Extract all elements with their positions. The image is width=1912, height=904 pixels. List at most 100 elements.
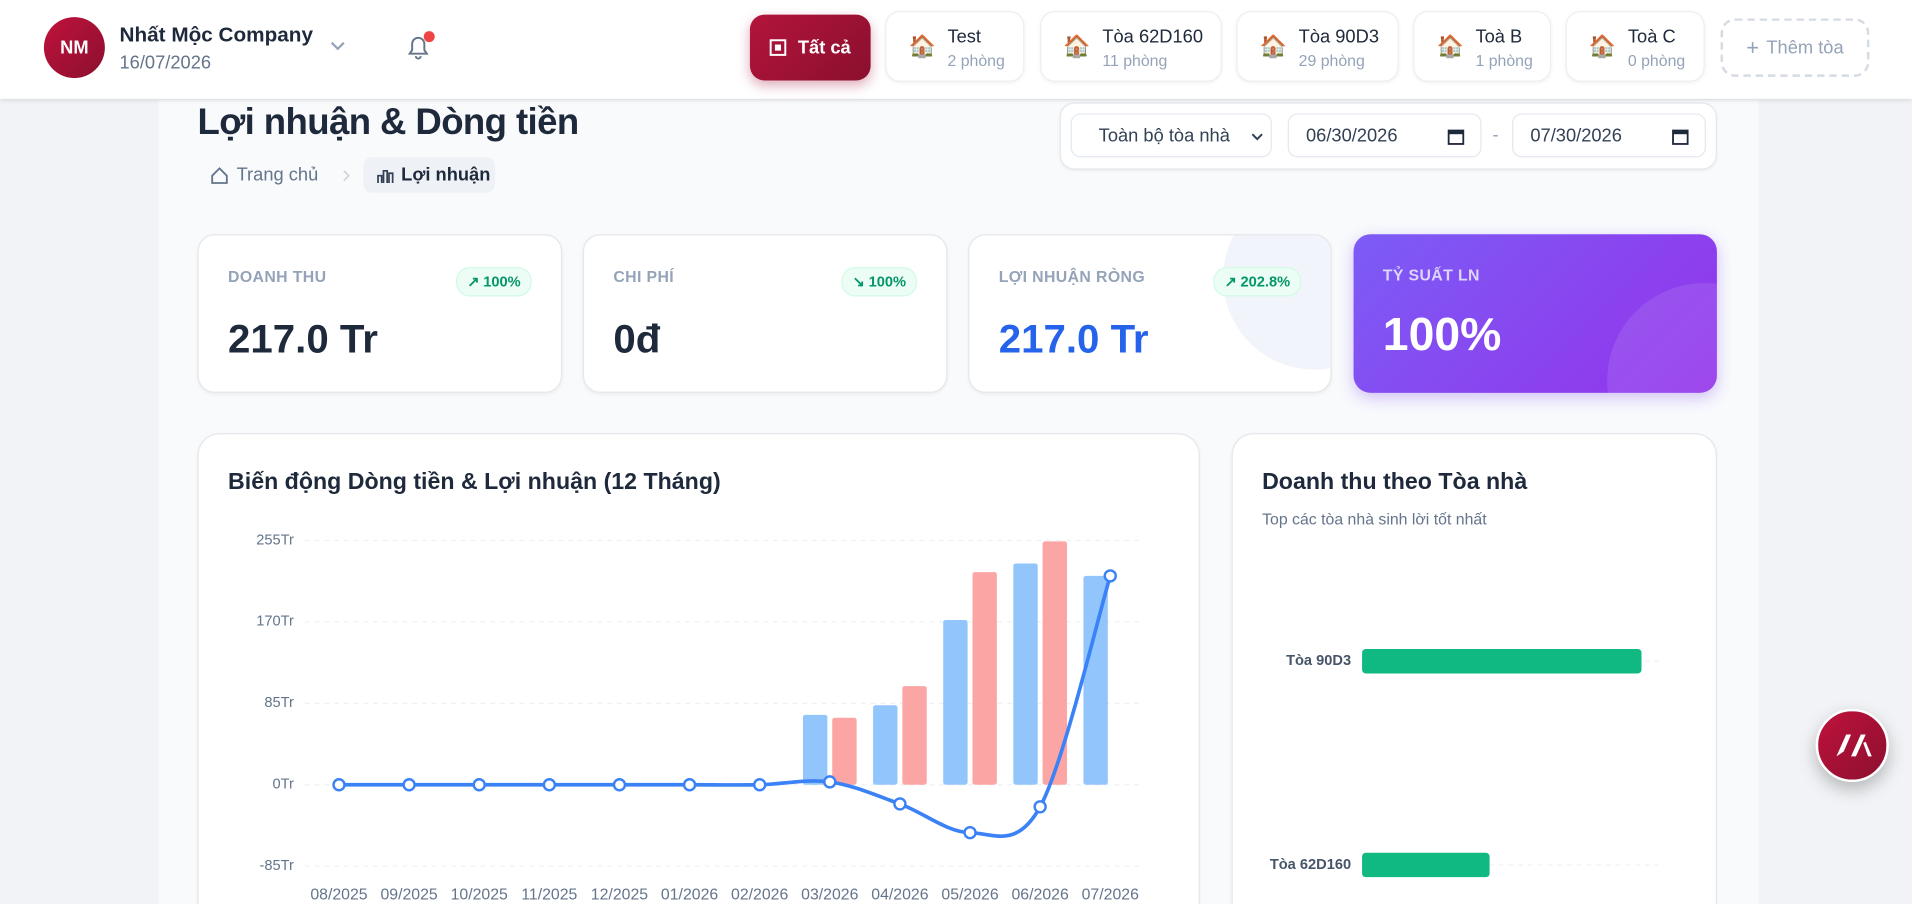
notification-bell[interactable] (402, 31, 436, 65)
tab-label: Test (947, 26, 982, 48)
y-tick-label: -85Tr (259, 858, 294, 874)
home-icon (211, 167, 228, 184)
tab-building[interactable]: 🏠 Tòa 62D160 11 phòng (1040, 10, 1222, 82)
tab-all[interactable]: Tất cả (749, 14, 871, 81)
bar (832, 717, 857, 785)
tab-rooms: 29 phòng (1298, 51, 1365, 70)
tab-label: Tòa 62D160 (1102, 26, 1204, 48)
x-tick-label: 02/2026 (731, 887, 788, 904)
line-point (963, 825, 977, 840)
y-tick-label: 85Tr (264, 695, 294, 711)
x-tick-label: 10/2025 (451, 887, 508, 904)
bar (972, 572, 997, 785)
tab-label: Tòa 90D3 (1298, 26, 1379, 48)
select-chevron (1251, 133, 1263, 141)
stat-value: 100% (1382, 309, 1502, 362)
badge-value: 100% (868, 273, 907, 291)
current-date: 16/07/2026 (119, 52, 212, 74)
breadcrumb-separator (343, 170, 350, 182)
line-point (893, 797, 907, 811)
line-point (472, 778, 486, 792)
stat-badge: ↘ 100% (841, 267, 917, 297)
avatar[interactable]: NM (43, 17, 105, 79)
house-icon: 🏠 (1436, 34, 1464, 59)
date-from[interactable]: 06/30/2026 (1287, 113, 1482, 158)
bar (1362, 649, 1642, 674)
company-name[interactable]: Nhất Mộc Company (119, 23, 314, 47)
stat-badge: ↗ 202.8% (1213, 267, 1302, 297)
breadcrumb-label: Lợi nhuận (401, 164, 491, 186)
add-building[interactable]: + Thêm tòa (1720, 18, 1870, 77)
tab-label: Toà C (1627, 26, 1676, 48)
stat-card: CHI PHÍ ↘ 100% 0đ (582, 234, 948, 393)
badge-value: 202.8% (1240, 273, 1291, 291)
line-point (402, 778, 416, 792)
stat-badge: ↗ 100% (456, 267, 532, 297)
line-point (1033, 800, 1047, 814)
x-tick-label: 01/2026 (661, 887, 718, 904)
company-dropdown[interactable] (328, 38, 348, 55)
trend-icon: ↘ (852, 273, 865, 291)
tab-rooms: 2 phòng (947, 51, 1005, 70)
stat-card: LỢI NHUẬN RÒNG ↗ 202.8% 217.0 Tr (968, 234, 1332, 393)
header: NM Nhất Mộc Company 16/07/2026 Tất cả 🏠 T… (0, 0, 1912, 99)
bar (873, 705, 898, 785)
stat-label: DOANH THU (228, 267, 327, 286)
x-tick-label: 07/2026 (1082, 887, 1139, 904)
select-value: Toàn bộ tòa nhà (1098, 125, 1230, 146)
house-icon: 🏠 (1063, 34, 1091, 59)
ai-assistant-button[interactable] (1815, 708, 1889, 783)
line-point (612, 778, 627, 792)
tab-rooms: 1 phòng (1475, 51, 1533, 70)
category-label: Tòa 62D160 (1270, 857, 1351, 873)
tab-building[interactable]: 🏠 Toà C 0 phòng (1565, 10, 1705, 82)
x-tick-label: 03/2026 (801, 887, 858, 904)
badge-value: 100% (483, 273, 521, 291)
bar (943, 619, 968, 785)
tab-rooms: 0 phòng (1627, 51, 1686, 70)
trend-icon: ↗ (467, 273, 480, 291)
x-tick-label: 11/2025 (521, 887, 577, 904)
stat-value: 217.0 Tr (228, 315, 378, 362)
house-icon: 🏠 (1588, 34, 1617, 59)
breadcrumb-current: Lợi nhuận (363, 157, 496, 193)
date-to[interactable]: 07/30/2026 (1512, 113, 1706, 158)
breadcrumb-home[interactable]: Trang chủ (236, 164, 319, 186)
x-tick-label: 08/2025 (310, 887, 367, 904)
stat-label: TỶ SUẤT LN (1382, 265, 1480, 285)
page-title: Lợi nhuận & Dòng tiền (197, 102, 580, 143)
line-point (332, 778, 346, 792)
bar (902, 686, 927, 785)
chart-title: Doanh thu theo Tòa nhà (1262, 469, 1528, 496)
stat-value: 0đ (613, 315, 661, 362)
stat-label: LỢI NHUẬN RÒNG (998, 267, 1146, 286)
bar (1362, 852, 1490, 878)
chart-title: Biến động Dòng tiền & Lợi nhuận (12 Thán… (228, 469, 721, 496)
stat-value: 217.0 Tr (998, 315, 1149, 362)
calendar-icon (1672, 129, 1689, 145)
y-tick-label: 0Tr (272, 777, 294, 793)
bar (1013, 563, 1038, 785)
chart-icon (377, 169, 394, 183)
x-tick-label: 06/2026 (1012, 887, 1069, 904)
calendar-icon (1447, 129, 1465, 145)
bar (1083, 575, 1108, 785)
date-separator: - (1492, 124, 1499, 146)
stat-card: DOANH THU ↗ 100% 217.0 Tr (197, 234, 563, 393)
date-value: 06/30/2026 (1305, 125, 1398, 146)
x-tick-label: 12/2025 (591, 887, 648, 904)
tab-building[interactable]: 🏠 Toà B 1 phòng (1413, 10, 1552, 82)
line-point (682, 778, 697, 792)
y-tick-label: 255Tr (256, 532, 294, 548)
tab-icon (770, 39, 787, 56)
category-label: Tòa 90D3 (1286, 653, 1351, 669)
plus-icon: + (1746, 34, 1760, 60)
tab-building[interactable]: 🏠 Tòa 90D3 29 phòng (1236, 10, 1399, 82)
tab-building[interactable]: 🏠 Test 2 phòng (885, 10, 1025, 82)
building-select[interactable]: Toàn bộ tòa nhà (1070, 113, 1272, 158)
ai-icon (1836, 734, 1872, 757)
trend-icon: ↗ (1224, 273, 1237, 291)
stat-card-highlight: TỶ SUẤT LN 100% (1353, 234, 1717, 393)
